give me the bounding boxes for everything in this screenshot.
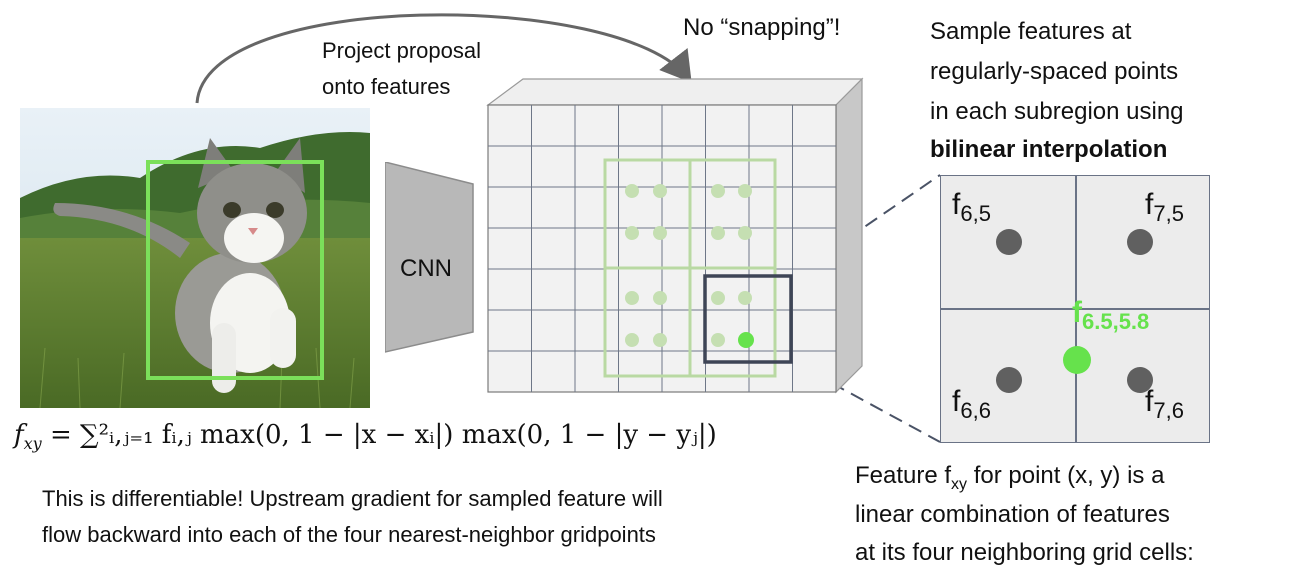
formula-rhs: = ∑²ᵢ,ⱼ₌₁ fᵢ,ⱼ max(0, 1 − |x − xᵢ|) max(… [49, 420, 717, 450]
sample-text-line2: regularly-spaced points [930, 58, 1179, 85]
cnn-label: CNN [400, 255, 452, 282]
project-label-line2: onto features [322, 74, 451, 99]
differentiable-line2: flow backward into each of the four near… [42, 522, 656, 547]
zoom-grid [940, 175, 1210, 443]
project-label-line1: Project proposal [322, 38, 481, 63]
kitten-image [20, 108, 370, 408]
formula-lhs: fxy [14, 420, 42, 454]
zoom-grid-hline [941, 308, 1209, 310]
no-snapping-label: No “snapping”! [683, 14, 841, 41]
sample-text-line4: bilinear interpolation [930, 136, 1168, 163]
label-f66: f6,6 [952, 385, 991, 423]
label-f65: f6,5 [952, 188, 991, 226]
proposal-box [146, 160, 324, 380]
differentiable-line1: This is differentiable! Upstream gradien… [42, 486, 663, 511]
feature-text-line1: Feature fxy for point (x, y) is a [855, 462, 1165, 493]
feature-text-line2: linear combination of features [855, 501, 1170, 528]
label-f76: f7,6 [1145, 385, 1184, 423]
bilinear-formula: fxy = ∑²ᵢ,ⱼ₌₁ fᵢ,ⱼ max(0, 1 − |x − xᵢ|) … [14, 420, 717, 453]
sample-text-line1: Sample features at [930, 18, 1132, 45]
sample-text-line3: in each subregion using [930, 98, 1184, 125]
cnn-block [385, 162, 474, 353]
label-f-interp: f6.5,5.8 [1072, 296, 1150, 334]
label-f75: f7,5 [1145, 188, 1184, 226]
feature-text-line3: at its four neighboring grid cells: [855, 539, 1194, 566]
